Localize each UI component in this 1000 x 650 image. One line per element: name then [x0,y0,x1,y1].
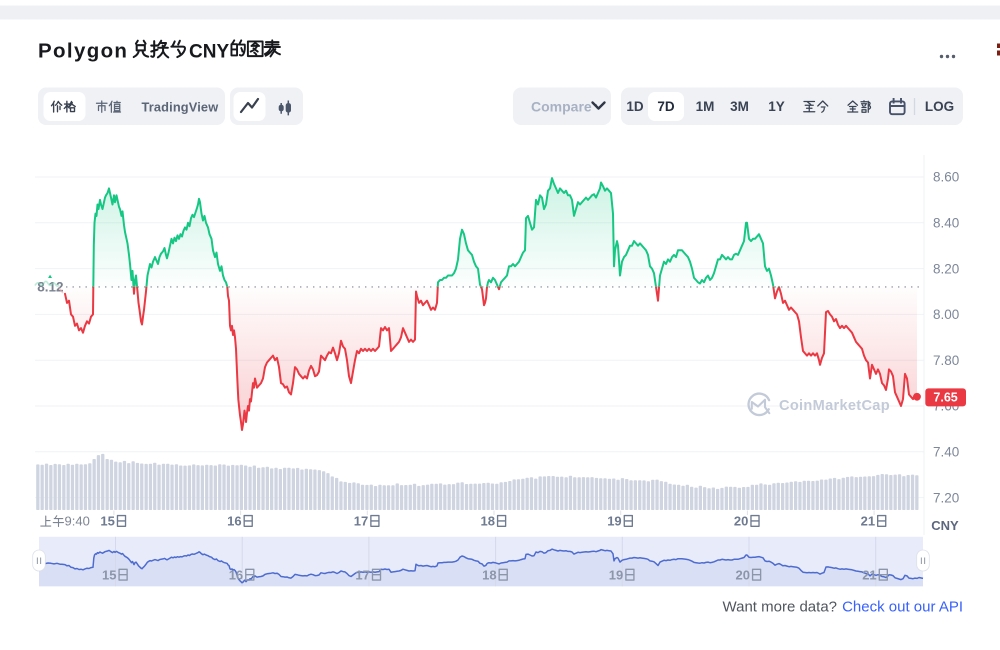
svg-text:9:40: 9:40 [65,514,90,529]
svg-text:21: 21 [861,514,875,529]
svg-text:15: 15 [102,567,116,582]
svg-text:20: 20 [736,567,750,582]
svg-text:Check out our API: Check out our API [842,599,963,616]
svg-text:8.12: 8.12 [37,279,63,294]
svg-text:21: 21 [862,567,876,582]
svg-text:7.80: 7.80 [933,353,959,368]
svg-text:Want more data?: Want more data? [723,599,838,616]
svg-text:16: 16 [227,514,241,529]
svg-text:7D: 7D [657,99,675,114]
svg-text:1D: 1D [626,99,644,114]
svg-text:18: 18 [481,514,495,529]
svg-text:7.40: 7.40 [933,445,959,460]
svg-text:19: 19 [607,514,621,529]
svg-text:3M: 3M [730,99,749,114]
svg-text:15: 15 [100,514,114,529]
svg-text:17: 17 [354,514,368,529]
svg-text:CoinMarketCap: CoinMarketCap [779,398,890,414]
svg-text:8.60: 8.60 [933,170,959,185]
svg-text:16: 16 [229,567,243,582]
svg-text:1M: 1M [696,99,715,114]
svg-text:19: 19 [609,567,623,582]
svg-text:Compare w: Compare w [531,99,607,115]
svg-text:CNY: CNY [931,518,959,533]
svg-text:18: 18 [482,567,496,582]
svg-text:Polygon: Polygon [38,40,128,63]
svg-text:7.20: 7.20 [933,490,959,505]
svg-text:20: 20 [734,514,748,529]
svg-text:8.20: 8.20 [933,261,959,276]
svg-text:1Y: 1Y [768,99,785,114]
svg-text:8.40: 8.40 [933,216,959,231]
svg-text:CNY: CNY [189,42,229,63]
svg-text:17: 17 [355,567,369,582]
svg-text:LOG: LOG [925,99,954,114]
svg-text:7.65: 7.65 [933,391,957,405]
svg-text:TradingView: TradingView [142,100,219,115]
svg-text:8.00: 8.00 [933,307,959,322]
